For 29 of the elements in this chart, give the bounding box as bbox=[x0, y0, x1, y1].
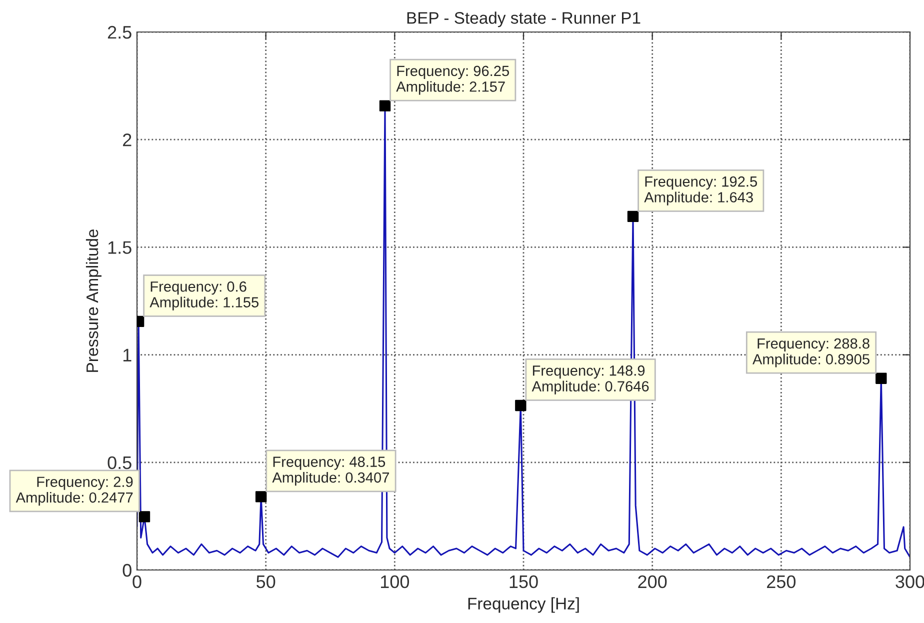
y-tick-label: 2.5 bbox=[108, 26, 132, 39]
x-axis-title: Frequency [Hz] bbox=[468, 597, 579, 613]
y-tick-label: 2 bbox=[123, 134, 132, 146]
annotation: Frequency: 48.15 Amplitude: 0.3407 bbox=[272, 456, 389, 486]
point bbox=[138, 511, 150, 522]
y-tick-label: 1 bbox=[123, 348, 132, 362]
x-tick-label: 250 bbox=[767, 575, 796, 588]
annotation: Frequency: 148.9 Amplitude: 0.7646 bbox=[532, 365, 649, 394]
annotation: Frequency: 2.9 Amplitude: 0.2477 bbox=[16, 476, 133, 506]
y-tick-label: 0 bbox=[122, 564, 132, 577]
point bbox=[876, 372, 887, 384]
annotation: Frequency: 288.8 Amplitude: 0.8905 bbox=[752, 338, 870, 368]
annotation: Frequency: 0.6 Amplitude: 1.155 bbox=[150, 281, 258, 310]
chart-title: BEP - Steady state - Runner P1 bbox=[407, 12, 640, 28]
x-tick-label: 50 bbox=[256, 575, 276, 588]
annotation: Frequency: 96.25 Amplitude: 2.157 bbox=[396, 66, 509, 95]
y-tick-label: 0.5 bbox=[108, 456, 132, 470]
point bbox=[515, 400, 526, 412]
x-tick-label: 200 bbox=[638, 575, 667, 588]
point bbox=[627, 210, 639, 222]
annotation: Frequency: 192.5 Amplitude: 1.643 bbox=[644, 176, 758, 206]
point bbox=[379, 100, 391, 112]
point bbox=[255, 491, 267, 502]
x-tick-label: 100 bbox=[380, 575, 410, 588]
x-tick-label: 300 bbox=[896, 575, 924, 588]
y-axis-title: Pressure Amplitude bbox=[86, 229, 102, 372]
x-tick-label: 0 bbox=[132, 575, 142, 588]
x-tick-label: 150 bbox=[510, 575, 538, 588]
y-tick-label: 1.5 bbox=[108, 241, 132, 254]
